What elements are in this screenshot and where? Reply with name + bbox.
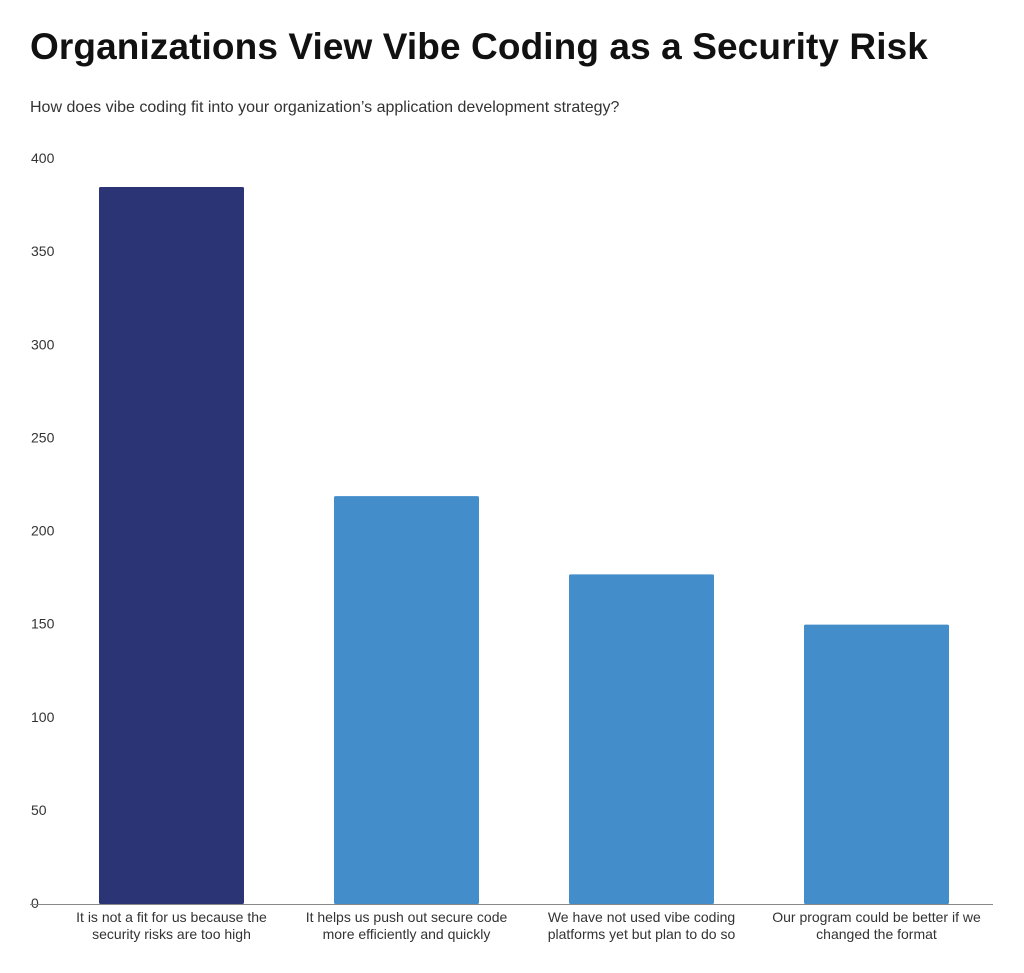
y-tick-label: 300 [31, 336, 55, 352]
bars [99, 186, 949, 904]
y-tick-label: 50 [31, 802, 47, 818]
x-tick-label-line: more efficiently and quickly [323, 926, 491, 942]
bar [804, 624, 949, 904]
x-axis-labels: It is not a fit for us because the securi… [76, 909, 981, 942]
bar [334, 496, 479, 904]
x-tick-label: We have not used vibe coding platforms ye… [548, 909, 736, 942]
chart-subtitle: How does vibe coding fit into your organ… [30, 99, 620, 116]
x-tick-label-line: platforms yet but plan to do so [548, 926, 736, 942]
y-tick-label: 250 [31, 429, 55, 445]
y-tick-label: 150 [31, 616, 55, 632]
x-tick-label: Our program could be better if we changed… [772, 909, 981, 942]
y-tick-label: 100 [31, 709, 55, 725]
x-tick-label-line: We have not used vibe coding [548, 909, 735, 925]
x-tick-label-line: It helps us push out secure code [306, 909, 508, 925]
y-tick-label: 400 [31, 150, 55, 166]
x-tick-label-line: It is not a fit for us because the [76, 909, 267, 925]
y-tick-label: 200 [31, 523, 55, 539]
bar [569, 574, 714, 904]
x-tick-label: It is not a fit for us because the securi… [76, 909, 267, 942]
chart-title: Organizations View Vibe Coding as a Secu… [30, 26, 928, 67]
y-tick-label: 350 [31, 243, 55, 259]
y-axis-ticks: 0 50 100 150 200 250 300 350 400 [31, 150, 55, 911]
x-tick-label-line: Our program could be better if we [772, 909, 981, 925]
x-tick-label: It helps us push out secure code more eff… [306, 909, 508, 942]
x-tick-label-line: security risks are too high [92, 926, 251, 942]
y-tick-label: 0 [31, 895, 39, 911]
bar [99, 186, 244, 904]
x-tick-label-line: changed the format [816, 926, 937, 942]
